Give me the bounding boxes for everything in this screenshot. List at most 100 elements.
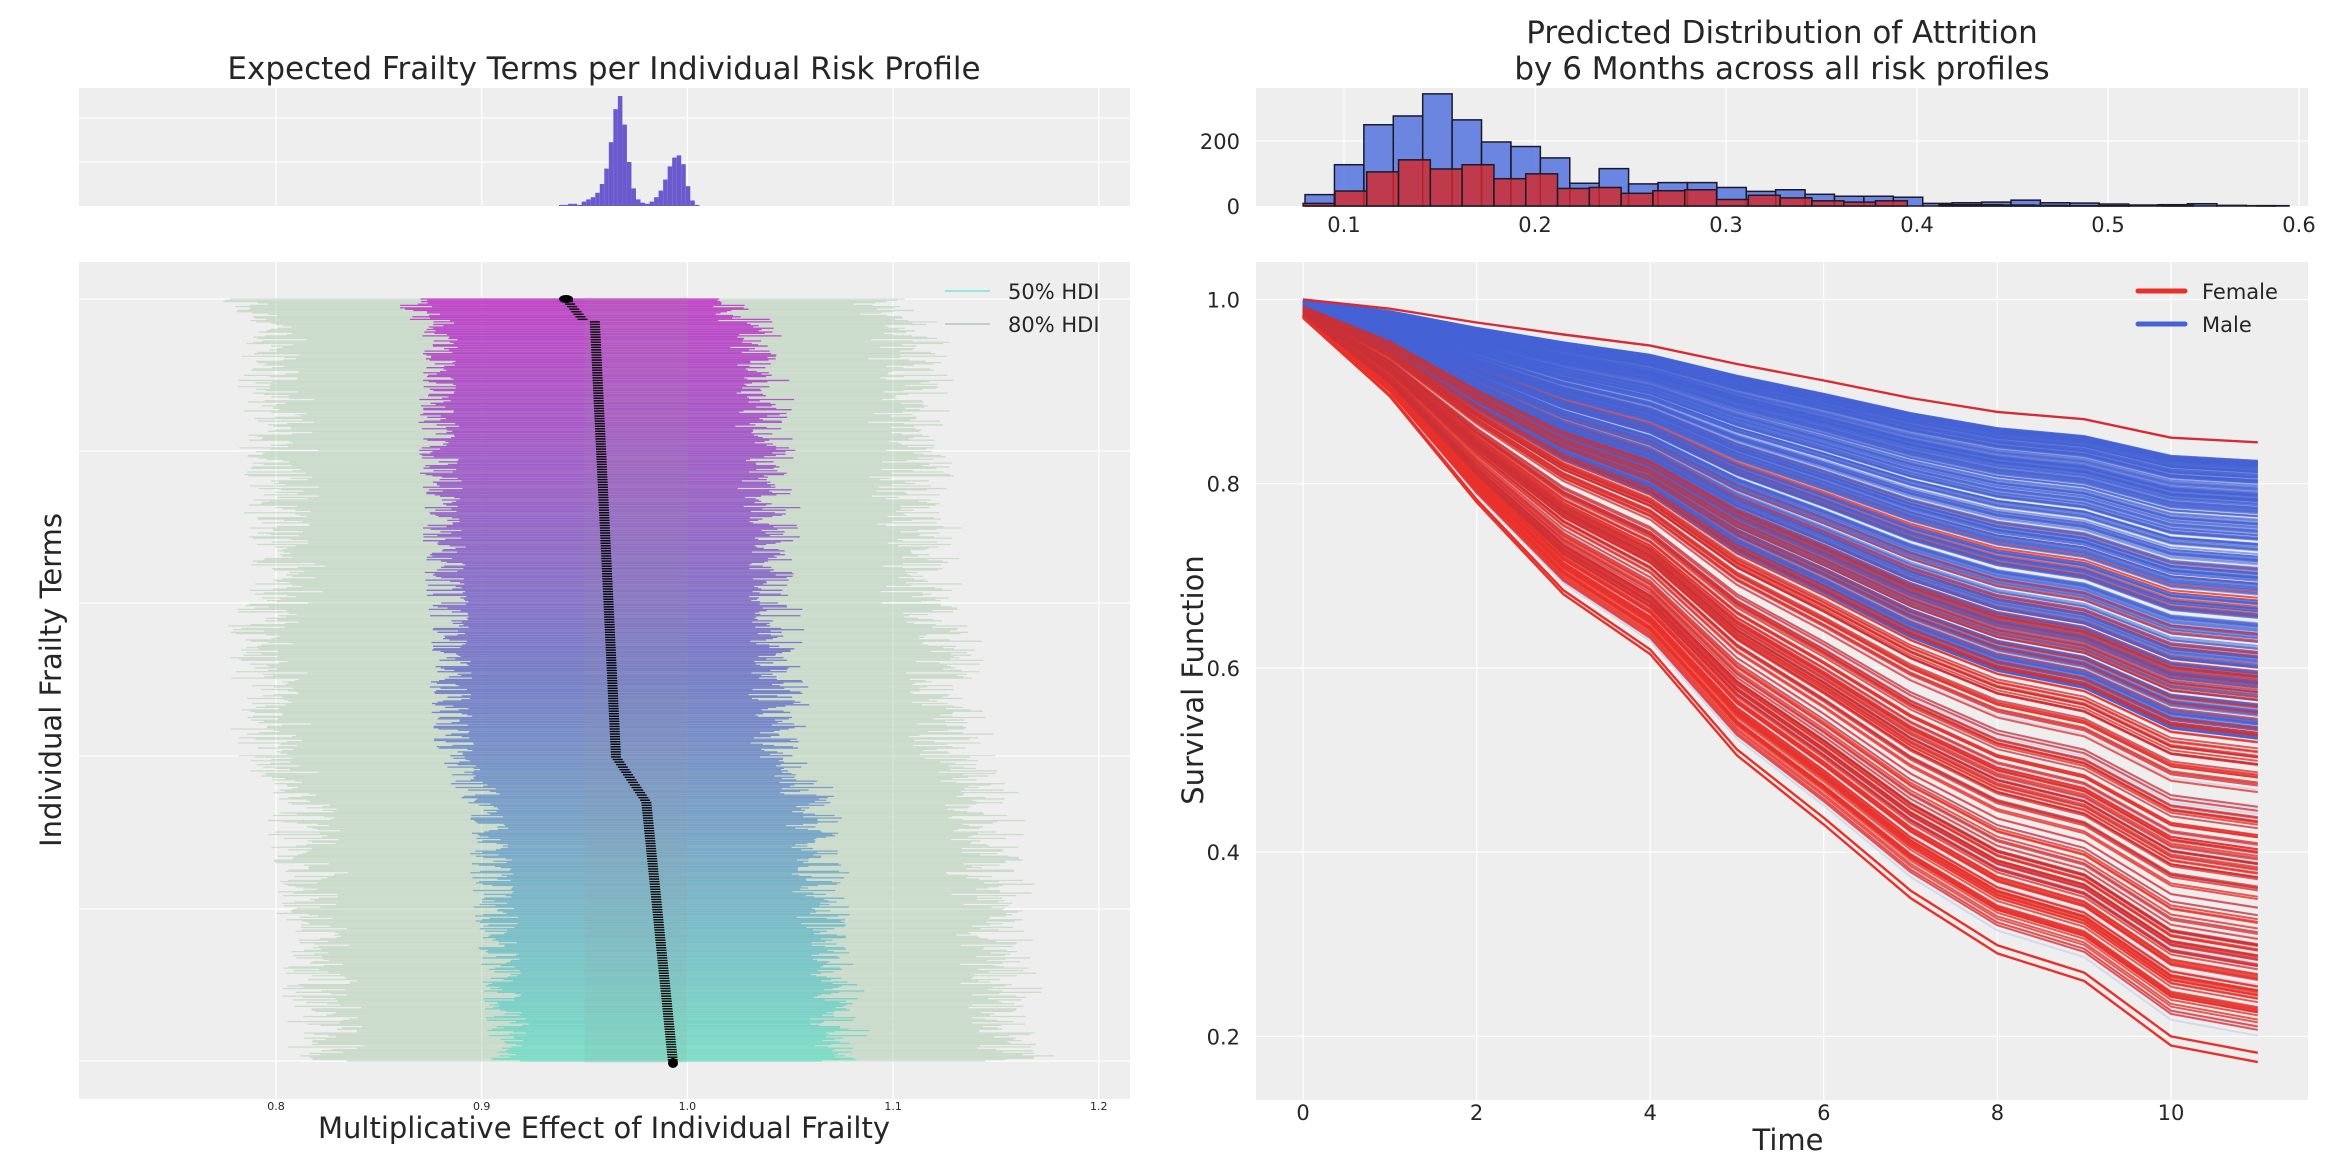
female-curve <box>1302 313 2258 948</box>
x-tick-label: 0.9 <box>473 1100 491 1113</box>
male-curve <box>1302 299 2258 465</box>
legend-label-hdi50: 50% HDI <box>1008 280 1100 304</box>
female-curve <box>1302 307 2258 750</box>
female-curve <box>1302 313 2258 935</box>
x-tick-label: 0.5 <box>2091 213 2124 237</box>
female-curve <box>1302 310 2258 855</box>
male-curve <box>1302 302 2258 581</box>
female-curve <box>1302 306 2258 714</box>
histogram-bar <box>581 201 587 206</box>
histogram-bars <box>559 96 700 206</box>
female-curve <box>1302 310 2258 830</box>
female-curve <box>1302 308 2258 774</box>
female-bar <box>1588 186 1622 207</box>
female-curve <box>1302 308 2258 779</box>
female-bar <box>1302 202 1336 207</box>
male-bar <box>2127 204 2159 207</box>
x-tick-label: 0.3 <box>1709 213 1742 237</box>
histogram-bar <box>645 203 650 206</box>
female-curve <box>1302 307 2258 730</box>
frailty-histogram-axes: Expected Frailty Terms per Individual Ri… <box>79 51 1130 206</box>
male-curve <box>1302 300 2258 507</box>
female-curve <box>1302 308 2258 766</box>
female-curve <box>1302 310 2258 837</box>
female-bar <box>1365 171 1400 207</box>
histogram-bar <box>649 201 655 206</box>
female-curve <box>1302 311 2258 871</box>
x-axis-label: Time <box>1752 1123 1824 1157</box>
median-marker-bottom <box>668 1058 679 1068</box>
female-curve <box>1302 311 2258 889</box>
female-bar <box>1334 190 1368 207</box>
male-bar <box>2216 204 2248 207</box>
female-curve <box>1302 305 2258 694</box>
female-bar <box>2033 204 2068 207</box>
female-curve <box>1302 309 2258 794</box>
female-curve <box>1302 309 2258 820</box>
histogram-bar <box>577 204 582 206</box>
male-curve <box>1302 300 2258 523</box>
y-tick-label: 0.2 <box>1207 1025 1240 1049</box>
y-tick-labels: 0 200 <box>1200 130 1240 219</box>
chart-title-line-1: Predicted Distribution of Attrition <box>1526 15 2038 51</box>
male-curve <box>1302 299 2258 488</box>
x-tick-label: 8 <box>1991 1101 2004 1125</box>
female-bar <box>1397 159 1432 207</box>
female-curve <box>1302 312 2258 898</box>
male-curve <box>1302 303 2258 596</box>
female-bar <box>1652 189 1686 207</box>
female-curve-bottom-2 <box>1302 316 2259 1054</box>
x-tick-label: 0.6 <box>2282 213 2315 237</box>
survival-axes: 0 2 4 6 8 10 0.2 0.4 0.6 0.8 1.0 Time Survival Fu… <box>1176 262 2308 1157</box>
x-tick-label: 6 <box>1817 1101 1830 1125</box>
female-bar <box>1874 200 1909 207</box>
male-curve <box>1302 305 2258 661</box>
histogram-bar <box>658 190 664 206</box>
histogram-bar <box>617 96 623 206</box>
x-tick-label: 0.8 <box>267 1100 285 1113</box>
female-bar <box>1461 163 1495 207</box>
female-curve <box>1302 314 2258 976</box>
female-curve-top <box>1302 298 2258 444</box>
x-tick-label: 10 <box>2158 1101 2185 1125</box>
y-tick-label: 0 <box>1227 195 1240 219</box>
x-tick-label: 1.0 <box>679 1100 697 1113</box>
female-curve <box>1302 315 2258 993</box>
x-tick-labels: 0.8 0.9 1.0 1.1 1.2 <box>267 1100 1107 1113</box>
histogram-bar <box>568 203 573 206</box>
x-tick-label: 2 <box>1470 1101 1483 1125</box>
female-curve <box>1302 306 2258 709</box>
legend-label-male: Male <box>2202 313 2252 337</box>
female-bar <box>1493 177 1527 207</box>
histogram-bar <box>667 166 673 206</box>
x-tick-label: 1.1 <box>884 1100 902 1113</box>
legend: 50% HDI 80% HDI <box>945 280 1100 337</box>
y-tick-label: 0.8 <box>1207 473 1240 497</box>
histogram-bar <box>595 192 600 206</box>
female-bar <box>1938 203 1972 207</box>
gridlines <box>79 88 1130 206</box>
male-curve <box>1302 303 2258 627</box>
female-bar <box>1779 197 1813 207</box>
female-bar <box>1843 201 1877 207</box>
female-curve <box>1302 305 2258 685</box>
y-axis-label: Individual Frailty Terms <box>34 513 68 847</box>
female-bar <box>2002 204 2036 207</box>
frailty-forest-axes: 0.8 0.9 1.0 1.1 1.2 Multiplicative Effect of… <box>34 262 1130 1145</box>
y-tick-label: 200 <box>1200 130 1240 154</box>
female-bar <box>1556 187 1591 207</box>
female-bar <box>2161 204 2195 207</box>
y-tick-label: 0.6 <box>1207 657 1240 681</box>
x-tick-labels: 0 2 4 6 8 10 <box>1296 1101 2184 1125</box>
chart-title: Expected Frailty Terms per Individual Ri… <box>227 51 980 87</box>
histogram-bar <box>613 109 618 206</box>
female-curve <box>1302 305 2258 676</box>
female-curve <box>1302 309 2258 808</box>
legend-label-female: Female <box>2202 280 2278 304</box>
y-axis-label: Survival Function <box>1176 555 1210 805</box>
male-curve <box>1302 301 2258 551</box>
histogram-bar <box>635 199 641 206</box>
female-bar <box>1747 194 1781 207</box>
male-curve <box>1302 316 2258 1037</box>
